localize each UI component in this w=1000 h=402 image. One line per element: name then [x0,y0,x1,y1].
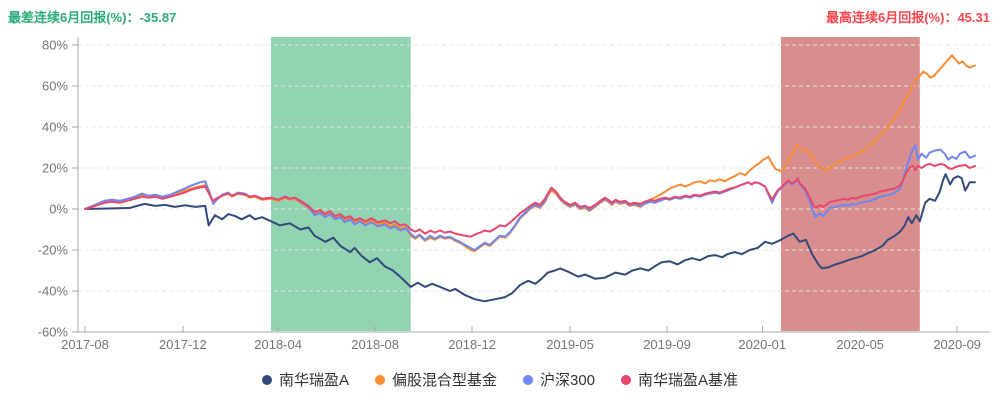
x-tick-label: 2020-09 [933,337,981,352]
performance-line-chart: 80% 60% 40% 20% 0% -20% -40% -60% 2017-08 2017-12… [38,37,990,352]
legend-dot-icon [522,374,533,385]
y-tick-label: 40% [42,120,68,135]
series-line-南华瑞盈A基准 [84,162,976,238]
performance-chart-svg: 80% 60% 40% 20% 0% -20% -40% -60%2017-08 2017-12… [38,37,990,352]
worst-6month-return-value: -35.87 [139,10,177,25]
legend-dot-icon [374,374,385,385]
y-tick-label: -40% [38,284,69,299]
x-tick-label: 2017-08 [61,337,109,352]
x-tick-label: 2020-01 [738,337,786,352]
legend-item-偏股混合型基金[interactable]: 偏股混合型基金 [374,369,497,390]
worst-6month-return-title: 最差连续6月回报(%)：-35.87 [8,7,176,26]
y-tick-label: 80% [42,38,68,53]
best-6month-return-value: 45.31 [957,10,990,25]
legend-item-南华瑞盈A[interactable]: 南华瑞盈A [261,369,349,390]
y-tick-label: 0% [49,202,68,217]
x-tick-label: 2019-09 [643,337,691,352]
x-tick-label: 2020-05 [836,337,884,352]
worst-6month-return-label: 最差连续6月回报(%)： [8,10,140,25]
x-tick-label: 2018-04 [254,337,302,352]
y-tick-label: -60% [38,325,69,340]
best-6month-return-title: 最高连续6月回报(%)：45.31 [826,7,990,26]
legend-label: 南华瑞盈A [278,372,349,389]
best-6month-return-label: 最高连续6月回报(%)： [826,10,958,25]
legend-label: 沪深300 [539,372,596,389]
legend-item-沪深300[interactable]: 沪深300 [522,369,596,390]
legend-label: 偏股混合型基金 [391,372,497,389]
x-tick-label: 2018-12 [448,337,496,352]
y-tick-label: 60% [42,79,68,94]
series-line-南华瑞盈A [84,173,976,303]
y-tick-label: -20% [38,243,69,258]
band-best-6month-window [781,37,920,331]
x-tick-label: 2019-05 [546,337,594,352]
legend-dot-icon [261,374,272,385]
band-worst-6month-window [271,37,411,331]
x-tick-label: 2018-08 [351,337,399,352]
x-tick-label: 2017-12 [159,337,207,352]
legend-dot-icon [621,374,632,385]
chart-legend: 南华瑞盈A 偏股混合型基金 沪深300 南华瑞盈A基准 [0,369,1000,390]
legend-item-南华瑞盈A基准[interactable]: 南华瑞盈A基准 [621,369,738,390]
legend-label: 南华瑞盈A基准 [638,372,739,389]
y-tick-label: 20% [42,161,68,176]
